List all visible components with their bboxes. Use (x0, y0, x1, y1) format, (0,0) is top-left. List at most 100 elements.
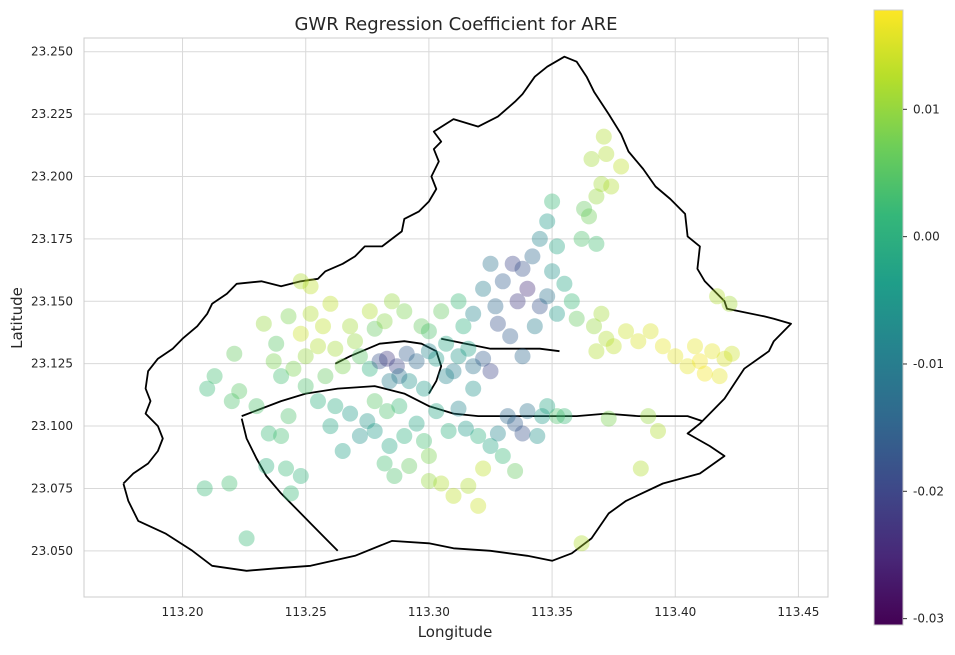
scatter-point (226, 345, 243, 362)
scatter-point (381, 373, 398, 390)
scatter-point (457, 420, 474, 437)
scatter-point (342, 405, 359, 422)
scatter-point (361, 360, 378, 377)
scatter-point (526, 318, 543, 335)
scatter-point (366, 393, 383, 410)
scatter-point (529, 428, 546, 444)
scatter-point (630, 333, 647, 350)
scatter-point (408, 353, 425, 370)
scatter-point (470, 428, 487, 444)
scatter-point (280, 408, 297, 425)
scatter-point (544, 263, 561, 280)
scatter-point (667, 348, 684, 365)
y-tick-label: 23.125 (31, 357, 73, 371)
scatter-point (401, 373, 418, 390)
scatter-point (420, 473, 437, 489)
boundary-line (241, 385, 703, 422)
y-tick-label: 23.150 (31, 294, 73, 308)
scatter-point (361, 303, 378, 320)
scatter-point (465, 305, 482, 322)
scatter-point (465, 380, 482, 397)
scatter-point (494, 448, 511, 464)
scatter-point (593, 305, 610, 322)
scatter-point (507, 463, 524, 479)
scatter-point (507, 415, 524, 432)
scatter-point (396, 428, 413, 444)
scatter-point (539, 288, 556, 305)
scatter-point (366, 320, 383, 337)
scatter-point (255, 315, 272, 332)
scatter-point (322, 418, 339, 435)
scatter-point (327, 340, 344, 357)
scatter-point (376, 455, 393, 472)
scatter-point (679, 358, 696, 375)
scatter-point (504, 255, 521, 272)
scatter-point (642, 323, 659, 340)
scatter-point (598, 330, 615, 347)
scatter-point (445, 487, 462, 504)
scatter-point (383, 293, 400, 310)
x-tick-labels: 113.20 113.25 113.30 113.35 113.40 113.45 (162, 605, 820, 619)
x-tick-label: 113.35 (531, 605, 573, 619)
scatter-point (531, 230, 548, 247)
scatter-point (438, 335, 455, 352)
scatter-point (539, 398, 556, 415)
scatter-point (391, 368, 408, 385)
scatter-point (292, 325, 309, 342)
scatter-point (376, 313, 393, 330)
scatter-point (573, 535, 590, 552)
colorbar-tick-label: -0.01 (913, 357, 944, 371)
scatter-point (534, 408, 551, 425)
y-tick-label: 23.175 (31, 232, 73, 246)
scatter-point (366, 423, 383, 439)
scatter-point (598, 146, 615, 162)
y-tick-label: 23.075 (31, 481, 73, 495)
scatter-point (465, 358, 482, 375)
scatter-point (433, 475, 450, 492)
scatter-point (285, 360, 302, 377)
scatter-point (206, 368, 223, 385)
scatter-point (450, 293, 467, 310)
scatter-point (603, 178, 620, 195)
scatter-point (416, 433, 432, 449)
scatter-point (489, 315, 506, 332)
scatter-point (519, 403, 536, 420)
scatter-point (280, 308, 297, 325)
scatter-point (351, 348, 368, 365)
scatter-point (238, 530, 255, 547)
scatter-point (199, 380, 216, 397)
scatter-point (310, 338, 326, 355)
scatter-point (334, 443, 351, 459)
scatter-point (317, 368, 334, 385)
scatter-point (273, 428, 290, 444)
scatter-point (489, 425, 506, 442)
scatter-point (613, 158, 630, 175)
scatter-point (475, 350, 492, 367)
scatter-point (502, 328, 519, 345)
scatter-point (302, 305, 319, 322)
scatter-point (196, 480, 213, 497)
scatter-point (711, 368, 728, 385)
scatter-point (388, 358, 405, 375)
scatter-point (556, 275, 573, 292)
scatter-point (371, 353, 388, 370)
scatter-point (650, 423, 666, 439)
scatter-point (273, 368, 290, 385)
x-tick-label: 113.20 (162, 605, 204, 619)
boundary-line (240, 418, 339, 552)
boundary-line (334, 340, 443, 395)
scatter-point (268, 335, 285, 352)
scatter-point (549, 408, 565, 425)
scatter-point (519, 280, 536, 297)
y-tick-label: 23.100 (31, 419, 73, 433)
scatter-point (428, 350, 445, 367)
scatter-point (586, 318, 602, 335)
scatter-point (398, 345, 415, 362)
y-axis-label: Latitude (8, 287, 26, 349)
scatter-point (595, 128, 612, 145)
scatter-point (334, 358, 351, 375)
scatter-point (475, 460, 492, 477)
scatter-point (401, 458, 418, 474)
scatter-point (302, 278, 319, 295)
